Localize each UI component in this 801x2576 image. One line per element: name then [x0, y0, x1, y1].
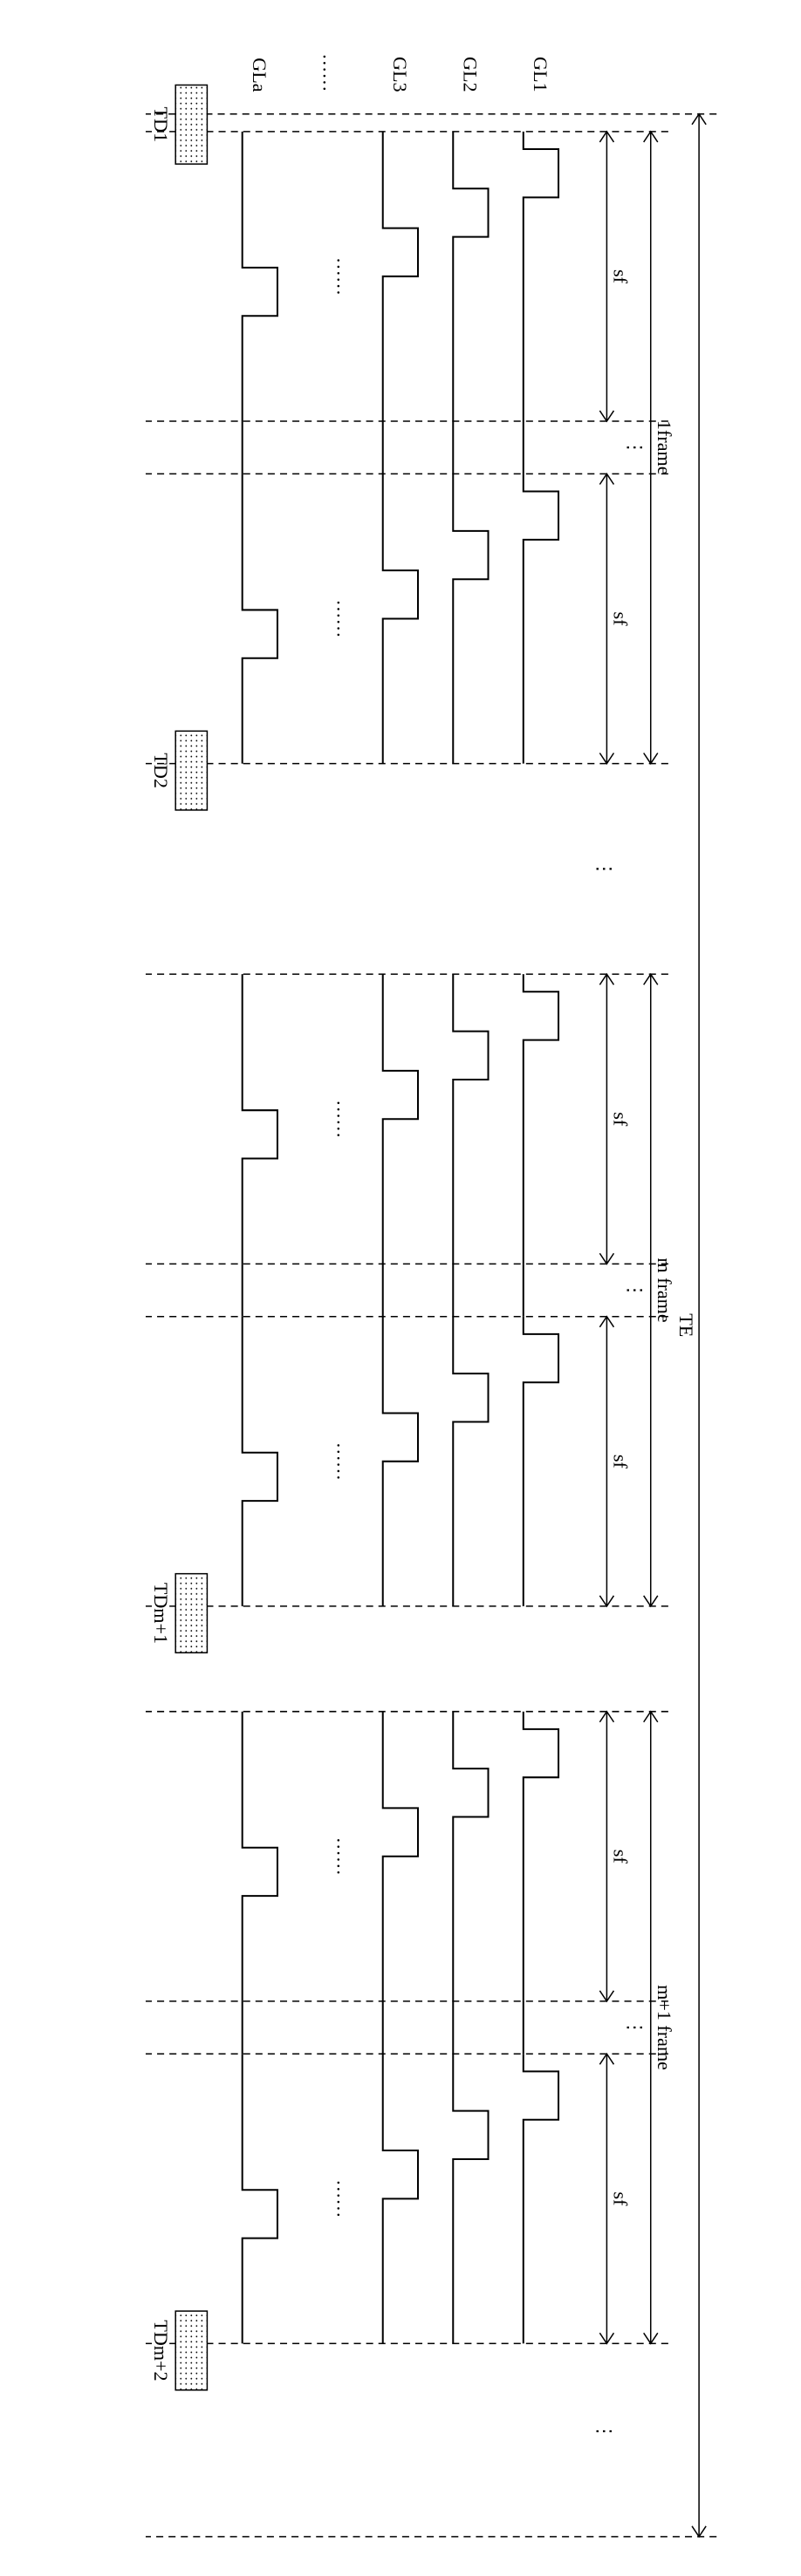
svg-text:⋮: ⋮	[625, 438, 647, 457]
svg-text:m frame: m frame	[654, 1257, 675, 1323]
svg-text:……: ……	[332, 1442, 354, 1481]
row-label: GL2	[459, 57, 481, 92]
timing-diagram: TE sf …… ⋮ sf …… sf …… ⋮ sf …… sf …… ⋮ sf …… 1frame m fra…	[17, 17, 784, 2559]
svg-text:……: ……	[332, 2179, 354, 2218]
svg-text:TD1: TD1	[150, 107, 172, 143]
svg-text:TDm+1: TDm+1	[150, 1583, 172, 1644]
svg-text:……: ……	[332, 599, 354, 637]
svg-text:sf: sf	[609, 1455, 631, 1469]
svg-text:⋮: ⋮	[593, 859, 615, 878]
svg-text:sf: sf	[609, 1112, 631, 1127]
row-label: GL1	[530, 57, 551, 92]
row-label: GL3	[389, 57, 411, 92]
svg-text:sf: sf	[609, 1850, 631, 1864]
svg-text:TDm+2: TDm+2	[150, 2320, 172, 2381]
svg-text:sf: sf	[609, 269, 631, 284]
svg-text:……: ……	[332, 1837, 354, 1876]
svg-text:⋮: ⋮	[625, 2018, 647, 2037]
row-label: GLa	[249, 58, 270, 92]
svg-text:……: ……	[332, 1100, 354, 1138]
timing-diagram-svg: TE sf …… ⋮ sf …… sf …… ⋮ sf …… sf …… ⋮ sf …… 1frame m fra…	[17, 17, 801, 2554]
svg-text:⋮: ⋮	[593, 2422, 615, 2441]
row-label: ……	[318, 53, 340, 92]
svg-text:m+1 frame: m+1 frame	[654, 1985, 675, 2070]
svg-text:⋮: ⋮	[625, 1280, 647, 1299]
svg-text:TD2: TD2	[150, 753, 172, 788]
svg-text:sf: sf	[609, 612, 631, 627]
svg-text:……: ……	[332, 257, 354, 296]
svg-text:1frame: 1frame	[654, 420, 675, 475]
svg-text:TE: TE	[675, 1313, 697, 1337]
svg-text:sf: sf	[609, 2191, 631, 2206]
